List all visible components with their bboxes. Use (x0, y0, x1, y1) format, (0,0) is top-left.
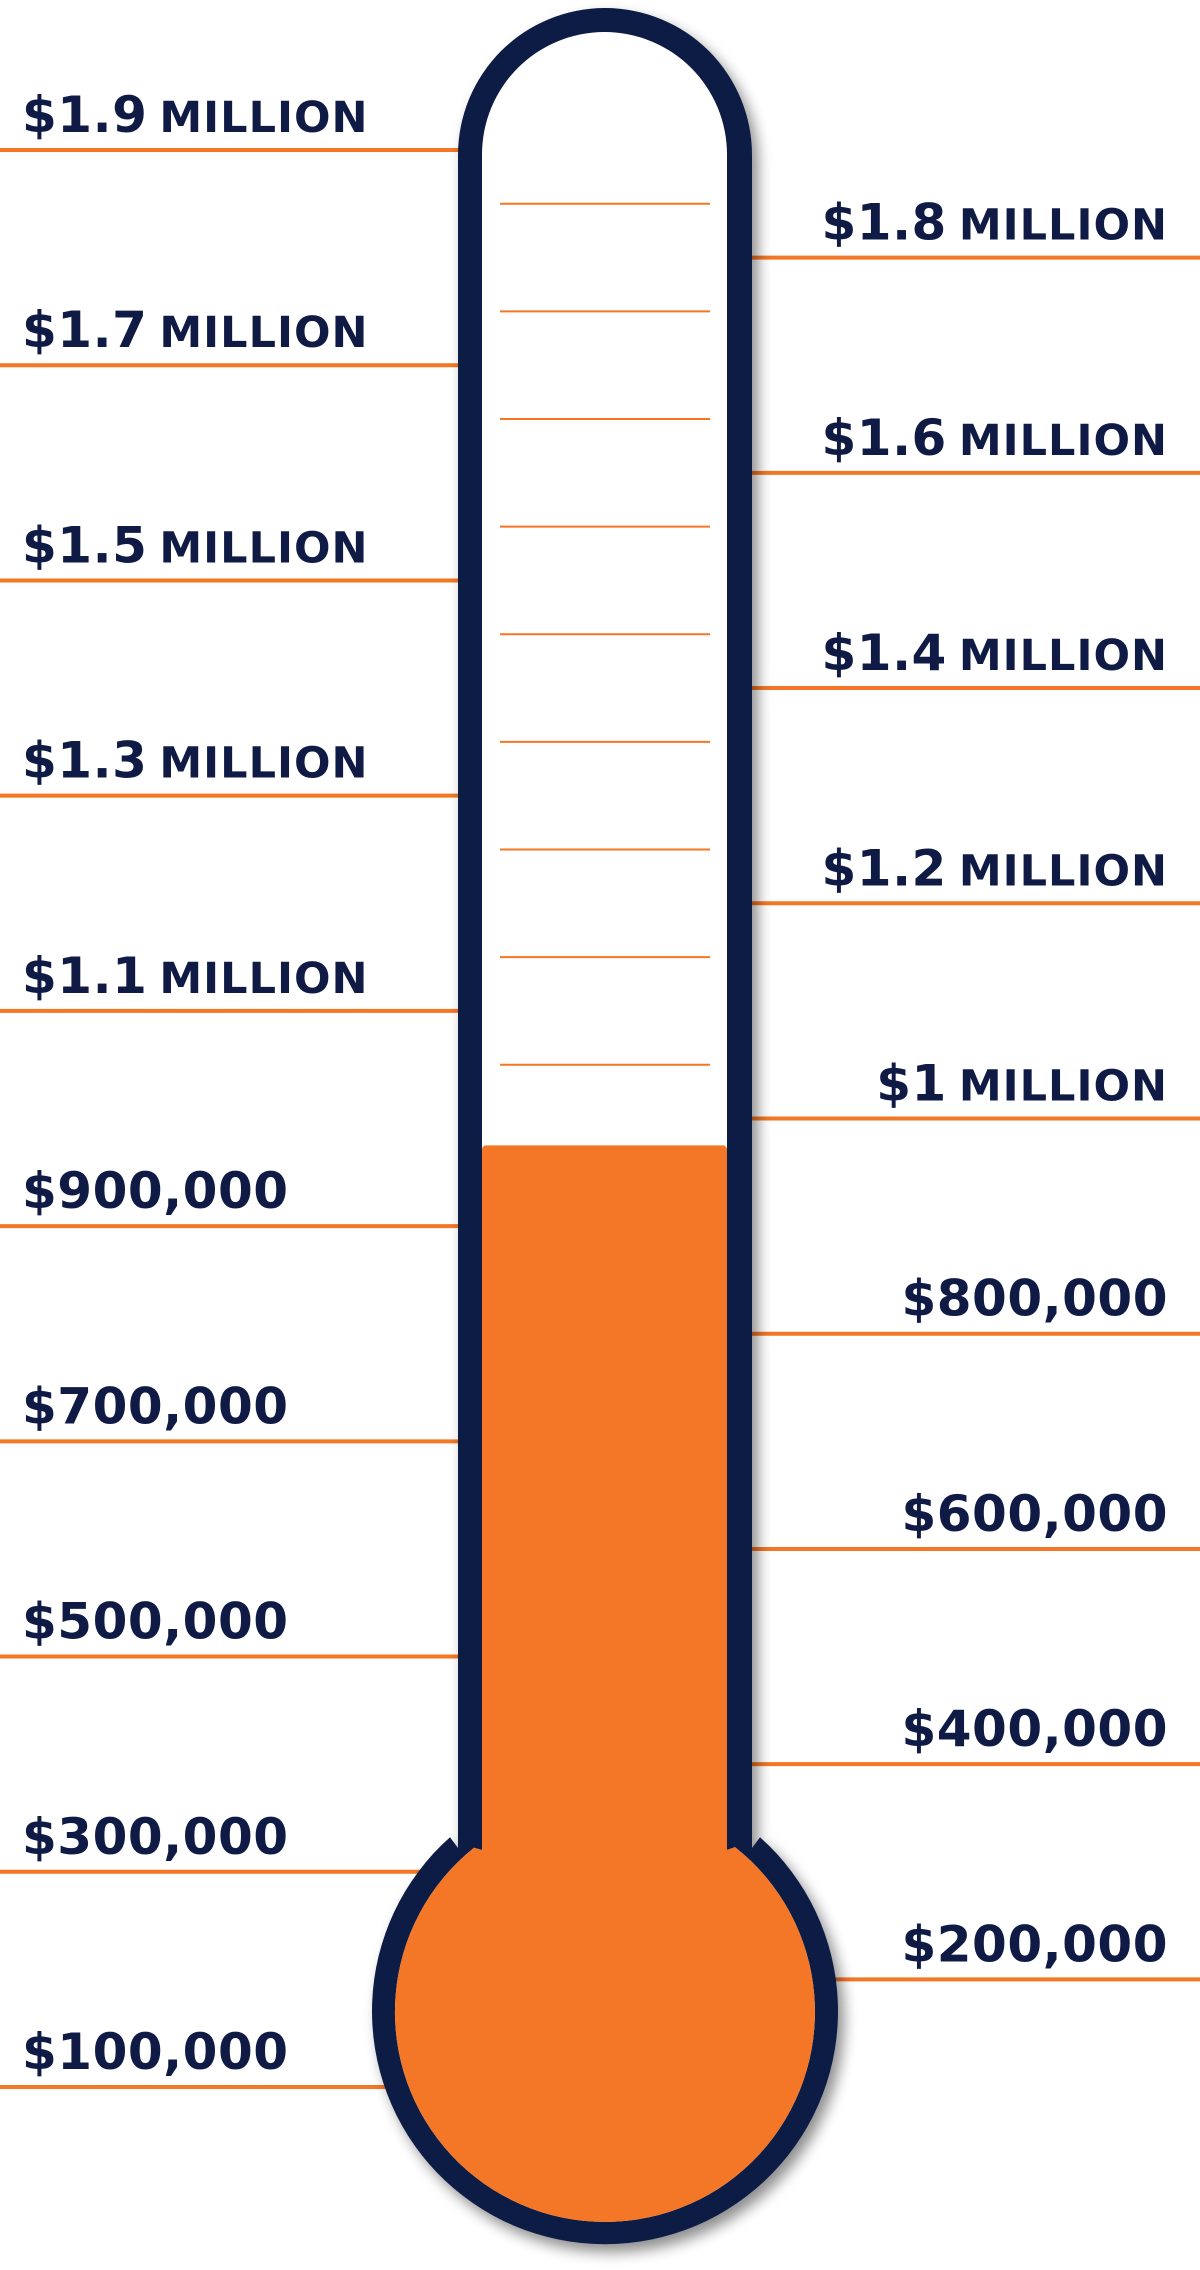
tick-label-1-5-million: $1.5 MILLION (22, 516, 369, 574)
tick-label-500-000: $500,000 (22, 1593, 289, 1651)
tick-labels: $1.9 MILLION$1.8 MILLION$1.7 MILLION$1.6 MIL… (22, 86, 1168, 2081)
tick-label-700-000: $700,000 (22, 1377, 289, 1435)
tick-label-1-7-million: $1.7 MILLION (22, 301, 369, 359)
tick-label-amount: $700,000 (22, 1377, 289, 1435)
tick-label-unit: MILLION (959, 631, 1168, 681)
tick-label-900-000: $900,000 (22, 1162, 289, 1220)
tick-label-amount: $300,000 (22, 1808, 289, 1866)
tick-label-amount: $1.3 (22, 732, 147, 790)
tick-label-amount: $800,000 (901, 1270, 1168, 1328)
tick-label-1-8-million: $1.8 MILLION (821, 194, 1168, 252)
tick-label-amount: $600,000 (901, 1485, 1168, 1543)
tick-label-amount: $1.5 (22, 516, 147, 574)
tick-label-amount: $1.2 (821, 839, 946, 897)
thermometer-fill-level (482, 1145, 727, 1880)
tick-label-100-000: $100,000 (22, 2023, 289, 2081)
tick-label-1-3-million: $1.3 MILLION (22, 732, 369, 790)
thermometer-fill-bulb (394, 1847, 815, 2222)
tick-label-unit: MILLION (959, 416, 1168, 466)
tick-label-amount: $100,000 (22, 2023, 289, 2081)
tick-label-1-million: $1 MILLION (876, 1055, 1168, 1113)
tick-label-400-000: $400,000 (901, 1700, 1168, 1758)
inner-tick-lines (500, 202, 710, 1066)
tick-label-600-000: $600,000 (901, 1485, 1168, 1543)
tick-label-unit: MILLION (959, 201, 1168, 251)
tick-label-800-000: $800,000 (901, 1270, 1168, 1328)
tick-label-200-000: $200,000 (901, 1915, 1168, 1973)
tick-label-amount: $1.8 (821, 194, 946, 252)
tick-label-amount: $900,000 (22, 1162, 289, 1220)
tick-label-unit: MILLION (159, 93, 368, 143)
tick-label-amount: $200,000 (901, 1915, 1168, 1973)
tick-label-unit: MILLION (159, 523, 368, 573)
tick-label-amount: $1.6 (821, 409, 946, 467)
tick-label-300-000: $300,000 (22, 1808, 289, 1866)
tick-label-unit: MILLION (159, 308, 368, 358)
tick-label-amount: $1.1 (22, 947, 147, 1005)
tick-label-1-4-million: $1.4 MILLION (821, 624, 1168, 682)
tick-label-amount: $400,000 (901, 1700, 1168, 1758)
tick-label-unit: MILLION (959, 846, 1168, 896)
tick-label-1-9-million: $1.9 MILLION (22, 86, 369, 144)
tick-label-unit: MILLION (959, 1062, 1168, 1112)
tick-label-amount: $1 (876, 1055, 947, 1113)
tick-label-1-2-million: $1.2 MILLION (821, 839, 1168, 897)
tick-label-amount: $500,000 (22, 1593, 289, 1651)
tick-label-amount: $1.9 (22, 86, 147, 144)
tick-label-unit: MILLION (159, 954, 368, 1004)
tick-label-1-6-million: $1.6 MILLION (821, 409, 1168, 467)
tick-label-1-1-million: $1.1 MILLION (22, 947, 369, 1005)
tick-label-unit: MILLION (159, 739, 368, 789)
tick-label-amount: $1.7 (22, 301, 147, 359)
thermometer-body (372, 8, 838, 2245)
tick-label-amount: $1.4 (821, 624, 946, 682)
